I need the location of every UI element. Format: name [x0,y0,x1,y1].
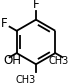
Text: OH: OH [3,54,21,67]
Text: F: F [33,0,39,11]
Text: CH3: CH3 [16,75,36,83]
Text: CH3: CH3 [49,56,69,66]
Text: F: F [0,17,7,30]
